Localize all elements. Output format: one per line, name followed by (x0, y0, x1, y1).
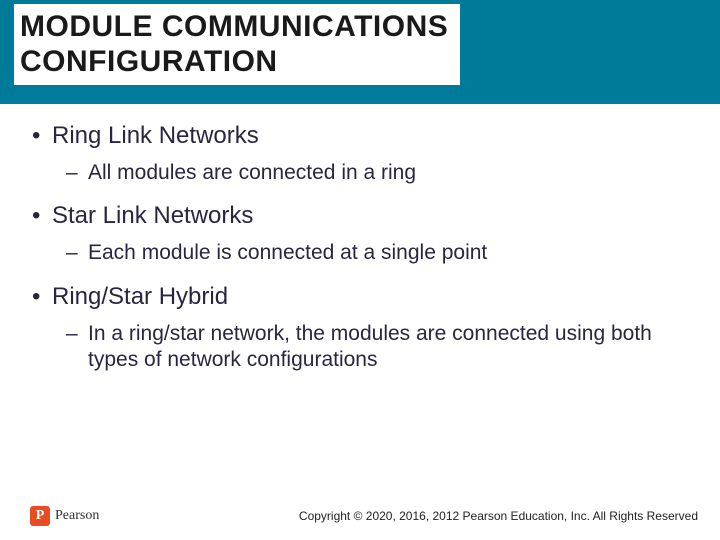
dash-icon: – (66, 321, 88, 347)
sub-label: Each module is connected at a single poi… (88, 240, 487, 266)
bullet-line: • Ring/Star Hybrid (30, 283, 690, 311)
bullet-label: Ring Link Networks (52, 122, 259, 150)
sub-line: – Each module is connected at a single p… (66, 240, 690, 266)
bullet-label: Ring/Star Hybrid (52, 283, 228, 311)
list-item: • Ring/Star Hybrid – In a ring/star netw… (30, 283, 690, 374)
list-item: • Star Link Networks – Each module is co… (30, 202, 690, 266)
logo-mark-icon: P (30, 506, 50, 526)
sub-line: – In a ring/star network, the modules ar… (66, 321, 690, 374)
bullet-icon: • (30, 202, 52, 230)
bullet-label: Star Link Networks (52, 202, 253, 230)
bullet-icon: • (30, 283, 52, 311)
dash-icon: – (66, 160, 88, 186)
slide-title: MODULE COMMUNICATIONS CONFIGURATION (14, 4, 460, 85)
pearson-logo: P Pearson (30, 506, 99, 526)
bullet-line: • Ring Link Networks (30, 122, 690, 150)
sub-line: – All modules are connected in a ring (66, 160, 690, 186)
header-band: MODULE COMMUNICATIONS CONFIGURATION (0, 0, 720, 104)
bullet-line: • Star Link Networks (30, 202, 690, 230)
footer: P Pearson Copyright © 2020, 2016, 2012 P… (0, 506, 720, 526)
title-line-1: MODULE COMMUNICATIONS (20, 10, 448, 43)
copyright-text: Copyright © 2020, 2016, 2012 Pearson Edu… (299, 509, 698, 523)
logo-text: Pearson (55, 508, 99, 524)
sub-label: In a ring/star network, the modules are … (88, 321, 690, 374)
sub-label: All modules are connected in a ring (88, 160, 416, 186)
bullet-icon: • (30, 122, 52, 150)
dash-icon: – (66, 240, 88, 266)
list-item: • Ring Link Networks – All modules are c… (30, 122, 690, 186)
title-line-2: CONFIGURATION (20, 45, 278, 78)
content-area: • Ring Link Networks – All modules are c… (0, 104, 720, 373)
